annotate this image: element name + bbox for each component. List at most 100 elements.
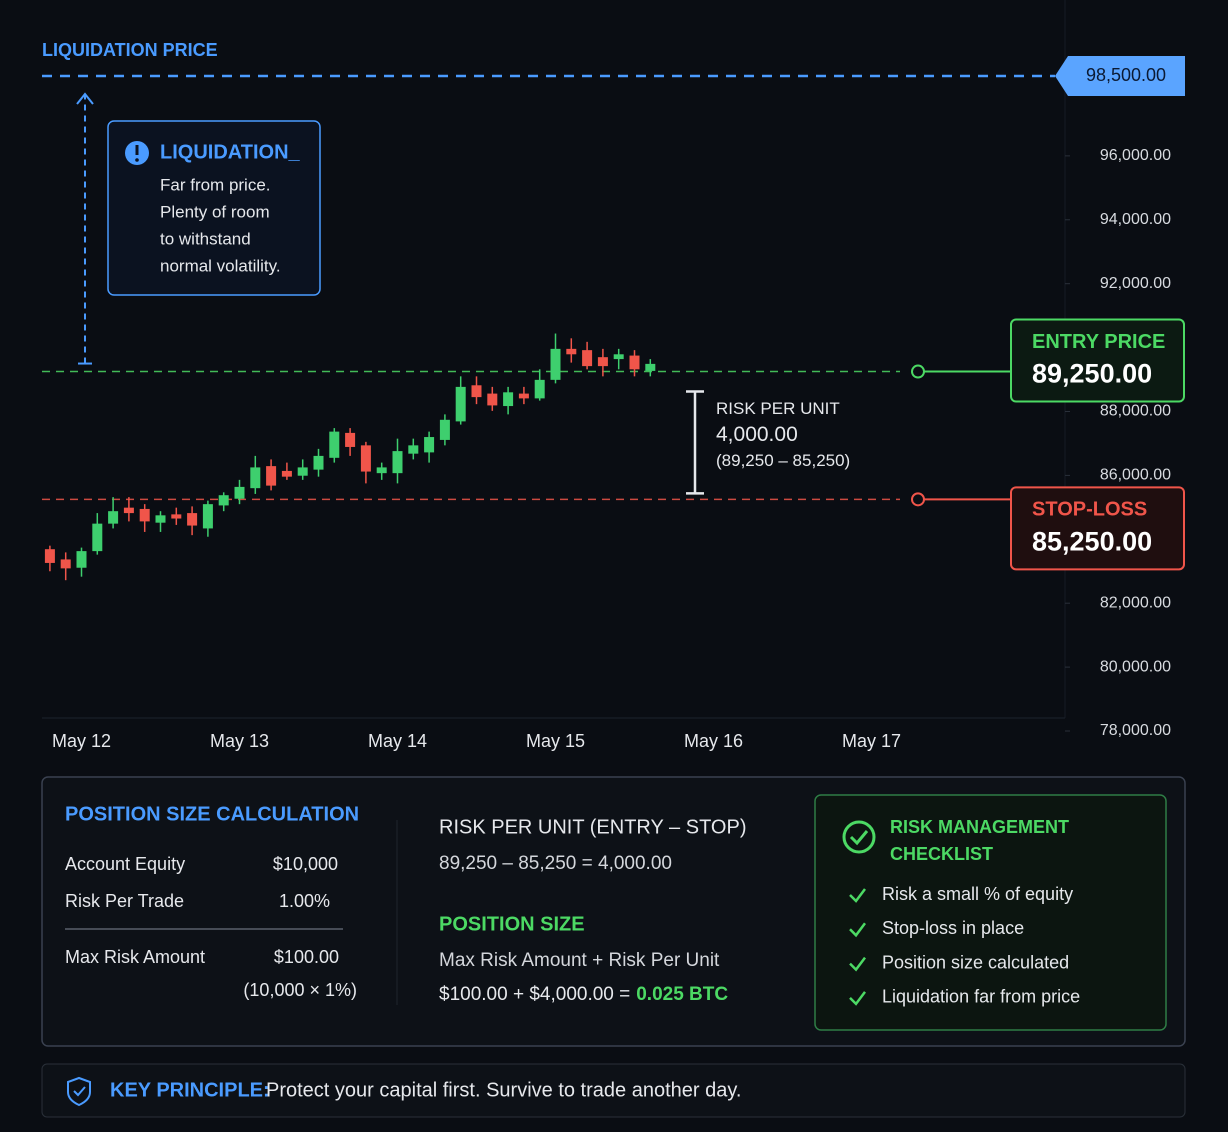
candle-body bbox=[155, 515, 166, 523]
y-tick-label: 96,000.00 bbox=[1100, 147, 1171, 164]
x-tick-label: May 17 bbox=[842, 731, 901, 751]
entry-box bbox=[1010, 318, 1185, 403]
callout-line: to withstand bbox=[160, 229, 251, 248]
risk-title: RISK PER UNIT bbox=[716, 399, 840, 418]
candle-body bbox=[313, 455, 324, 470]
callout-line: normal volatility. bbox=[160, 256, 281, 275]
x-tick-label: May 15 bbox=[526, 731, 585, 751]
candle-body bbox=[345, 432, 356, 447]
liquidation-tag-label: 98,500.00 bbox=[1086, 65, 1166, 85]
checklist-item: Risk a small % of equity bbox=[882, 884, 1073, 904]
candle-body bbox=[92, 523, 103, 552]
callout-box bbox=[107, 120, 321, 296]
x-tick-label: May 16 bbox=[684, 731, 743, 751]
y-tick-label: 88,000.00 bbox=[1100, 403, 1171, 420]
candle-body bbox=[439, 419, 450, 440]
check-mark bbox=[849, 922, 866, 938]
checklist: RISK MANAGEMENT CHECKLIST bbox=[814, 794, 1167, 1031]
candle-body bbox=[613, 354, 624, 360]
stop-value: 85,250.00 bbox=[1032, 526, 1152, 556]
candle-body bbox=[44, 549, 55, 563]
candle-body bbox=[60, 559, 71, 569]
checklist-item: Stop-loss in place bbox=[882, 918, 1024, 938]
info-icon-dot bbox=[135, 158, 139, 162]
checklist-title: CHECKLIST bbox=[890, 844, 993, 864]
candle-body bbox=[250, 467, 261, 489]
formula: Max Risk Amount + Risk Per Unit bbox=[439, 950, 720, 971]
candle-body bbox=[376, 467, 387, 474]
row-label: Risk Per Trade bbox=[65, 891, 184, 911]
checklist-item: Position size calculated bbox=[882, 952, 1069, 972]
y-tick-label: 80,000.00 bbox=[1100, 658, 1171, 675]
stop-marker bbox=[911, 492, 925, 507]
y-tick-label: 92,000.00 bbox=[1100, 275, 1171, 292]
section-title: RISK PER UNIT (ENTRY – STOP) bbox=[439, 816, 746, 838]
checklist-item: Liquidation far from price bbox=[882, 987, 1080, 1007]
calc-line: $100.00 + $4,000.00 = 0.025 BTC bbox=[439, 984, 728, 1005]
panel-title: POSITION SIZE CALCULATION bbox=[65, 803, 359, 825]
candle-body bbox=[202, 504, 213, 529]
check-icon bbox=[842, 820, 876, 854]
checklist-box bbox=[814, 794, 1167, 1031]
check-mark bbox=[849, 991, 866, 1006]
row-label: Account Equity bbox=[65, 854, 185, 874]
candle-body bbox=[424, 437, 435, 453]
y-tick-label: 82,000.00 bbox=[1100, 594, 1171, 611]
row-note: (10,000 × 1%) bbox=[243, 980, 357, 1000]
risk-value: 4,000.00 bbox=[716, 423, 798, 446]
candle-body bbox=[487, 393, 498, 406]
candle-body bbox=[550, 348, 561, 380]
section-title: POSITION SIZE bbox=[439, 913, 585, 935]
risk-range: (89,250 – 85,250) bbox=[716, 451, 850, 470]
candle-body bbox=[297, 467, 308, 476]
candle-body bbox=[645, 363, 656, 371]
candle-body bbox=[360, 445, 371, 472]
x-tick-label: May 12 bbox=[52, 731, 111, 751]
row-value: $10,000 bbox=[273, 854, 338, 874]
shield-check bbox=[73, 1086, 86, 1097]
candle-body bbox=[392, 451, 403, 474]
entry-value: 89,250.00 bbox=[1032, 359, 1152, 389]
candle-body bbox=[518, 393, 529, 399]
candle-body bbox=[582, 350, 593, 367]
candle-body bbox=[171, 514, 182, 519]
callout-line: Far from price. bbox=[160, 175, 271, 194]
check-mark bbox=[849, 956, 866, 972]
candle-body bbox=[503, 392, 514, 407]
arrow-head bbox=[76, 92, 94, 105]
result: 0.025 BTC bbox=[636, 984, 728, 1005]
stop-title: STOP-LOSS bbox=[1032, 499, 1147, 521]
callout-line: Plenty of room bbox=[160, 202, 270, 221]
candle-body bbox=[408, 445, 419, 454]
candle-body bbox=[139, 508, 150, 522]
checklist-title: RISK MANAGEMENT bbox=[890, 817, 1069, 837]
stop-box bbox=[1010, 486, 1185, 571]
y-tick-label: 78,000.00 bbox=[1100, 722, 1171, 739]
key-label: KEY PRINCIPLE: bbox=[110, 1079, 270, 1101]
candle-body bbox=[281, 470, 292, 477]
candle-body bbox=[218, 495, 229, 506]
candle-body bbox=[234, 486, 245, 499]
liquidation-title: LIQUIDATION PRICE bbox=[42, 40, 218, 60]
candle-body bbox=[329, 431, 340, 458]
liquidation-callout: LIQUIDATION_ Far from price. Plenty of r… bbox=[107, 120, 321, 296]
key-text: Protect your capital first. Survive to t… bbox=[266, 1079, 741, 1101]
row-value: $100.00 bbox=[274, 947, 339, 967]
x-tick-label: May 14 bbox=[368, 731, 427, 751]
key-box bbox=[41, 1063, 1186, 1118]
formula: 89,250 – 85,250 = 4,000.00 bbox=[439, 853, 672, 874]
row-value: 1.00% bbox=[279, 891, 330, 911]
candle-body bbox=[123, 507, 134, 514]
entry-marker bbox=[911, 364, 925, 379]
candle-body bbox=[597, 357, 608, 367]
row-label: Max Risk Amount bbox=[65, 947, 205, 967]
candle-body bbox=[566, 348, 577, 355]
candle-body bbox=[629, 355, 640, 370]
x-tick-label: May 13 bbox=[210, 731, 269, 751]
candle-body bbox=[266, 466, 277, 486]
calc: $100.00 + $4,000.00 = bbox=[439, 984, 630, 1005]
check-icon-mark bbox=[849, 830, 869, 846]
callout-title: LIQUIDATION_ bbox=[160, 141, 301, 163]
candle-body bbox=[471, 385, 482, 398]
